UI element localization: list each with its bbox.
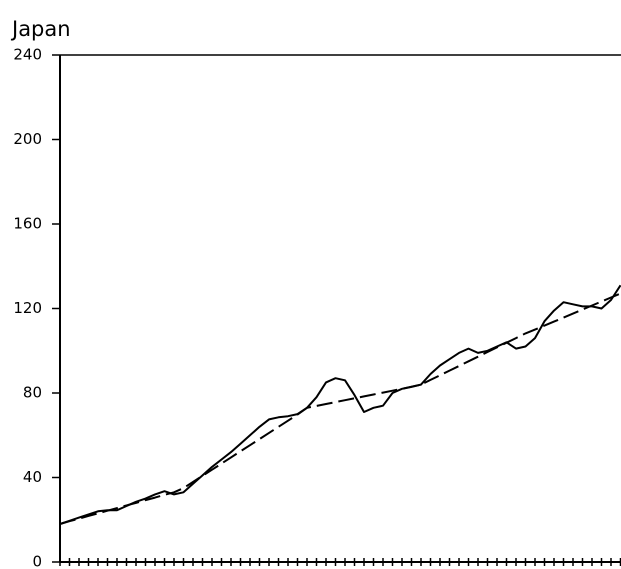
y-tick-label: 120 (13, 299, 42, 317)
y-tick-label: 160 (13, 215, 42, 233)
trend-line (59, 292, 621, 525)
chart-title: Japan (10, 17, 71, 41)
y-tick-label: 240 (13, 46, 42, 64)
y-tick-label: 0 (32, 553, 42, 569)
y-tick-label: 200 (13, 130, 42, 148)
y-tick-label: 80 (23, 384, 42, 402)
data-line (59, 284, 621, 525)
y-tick-label: 40 (23, 468, 42, 486)
